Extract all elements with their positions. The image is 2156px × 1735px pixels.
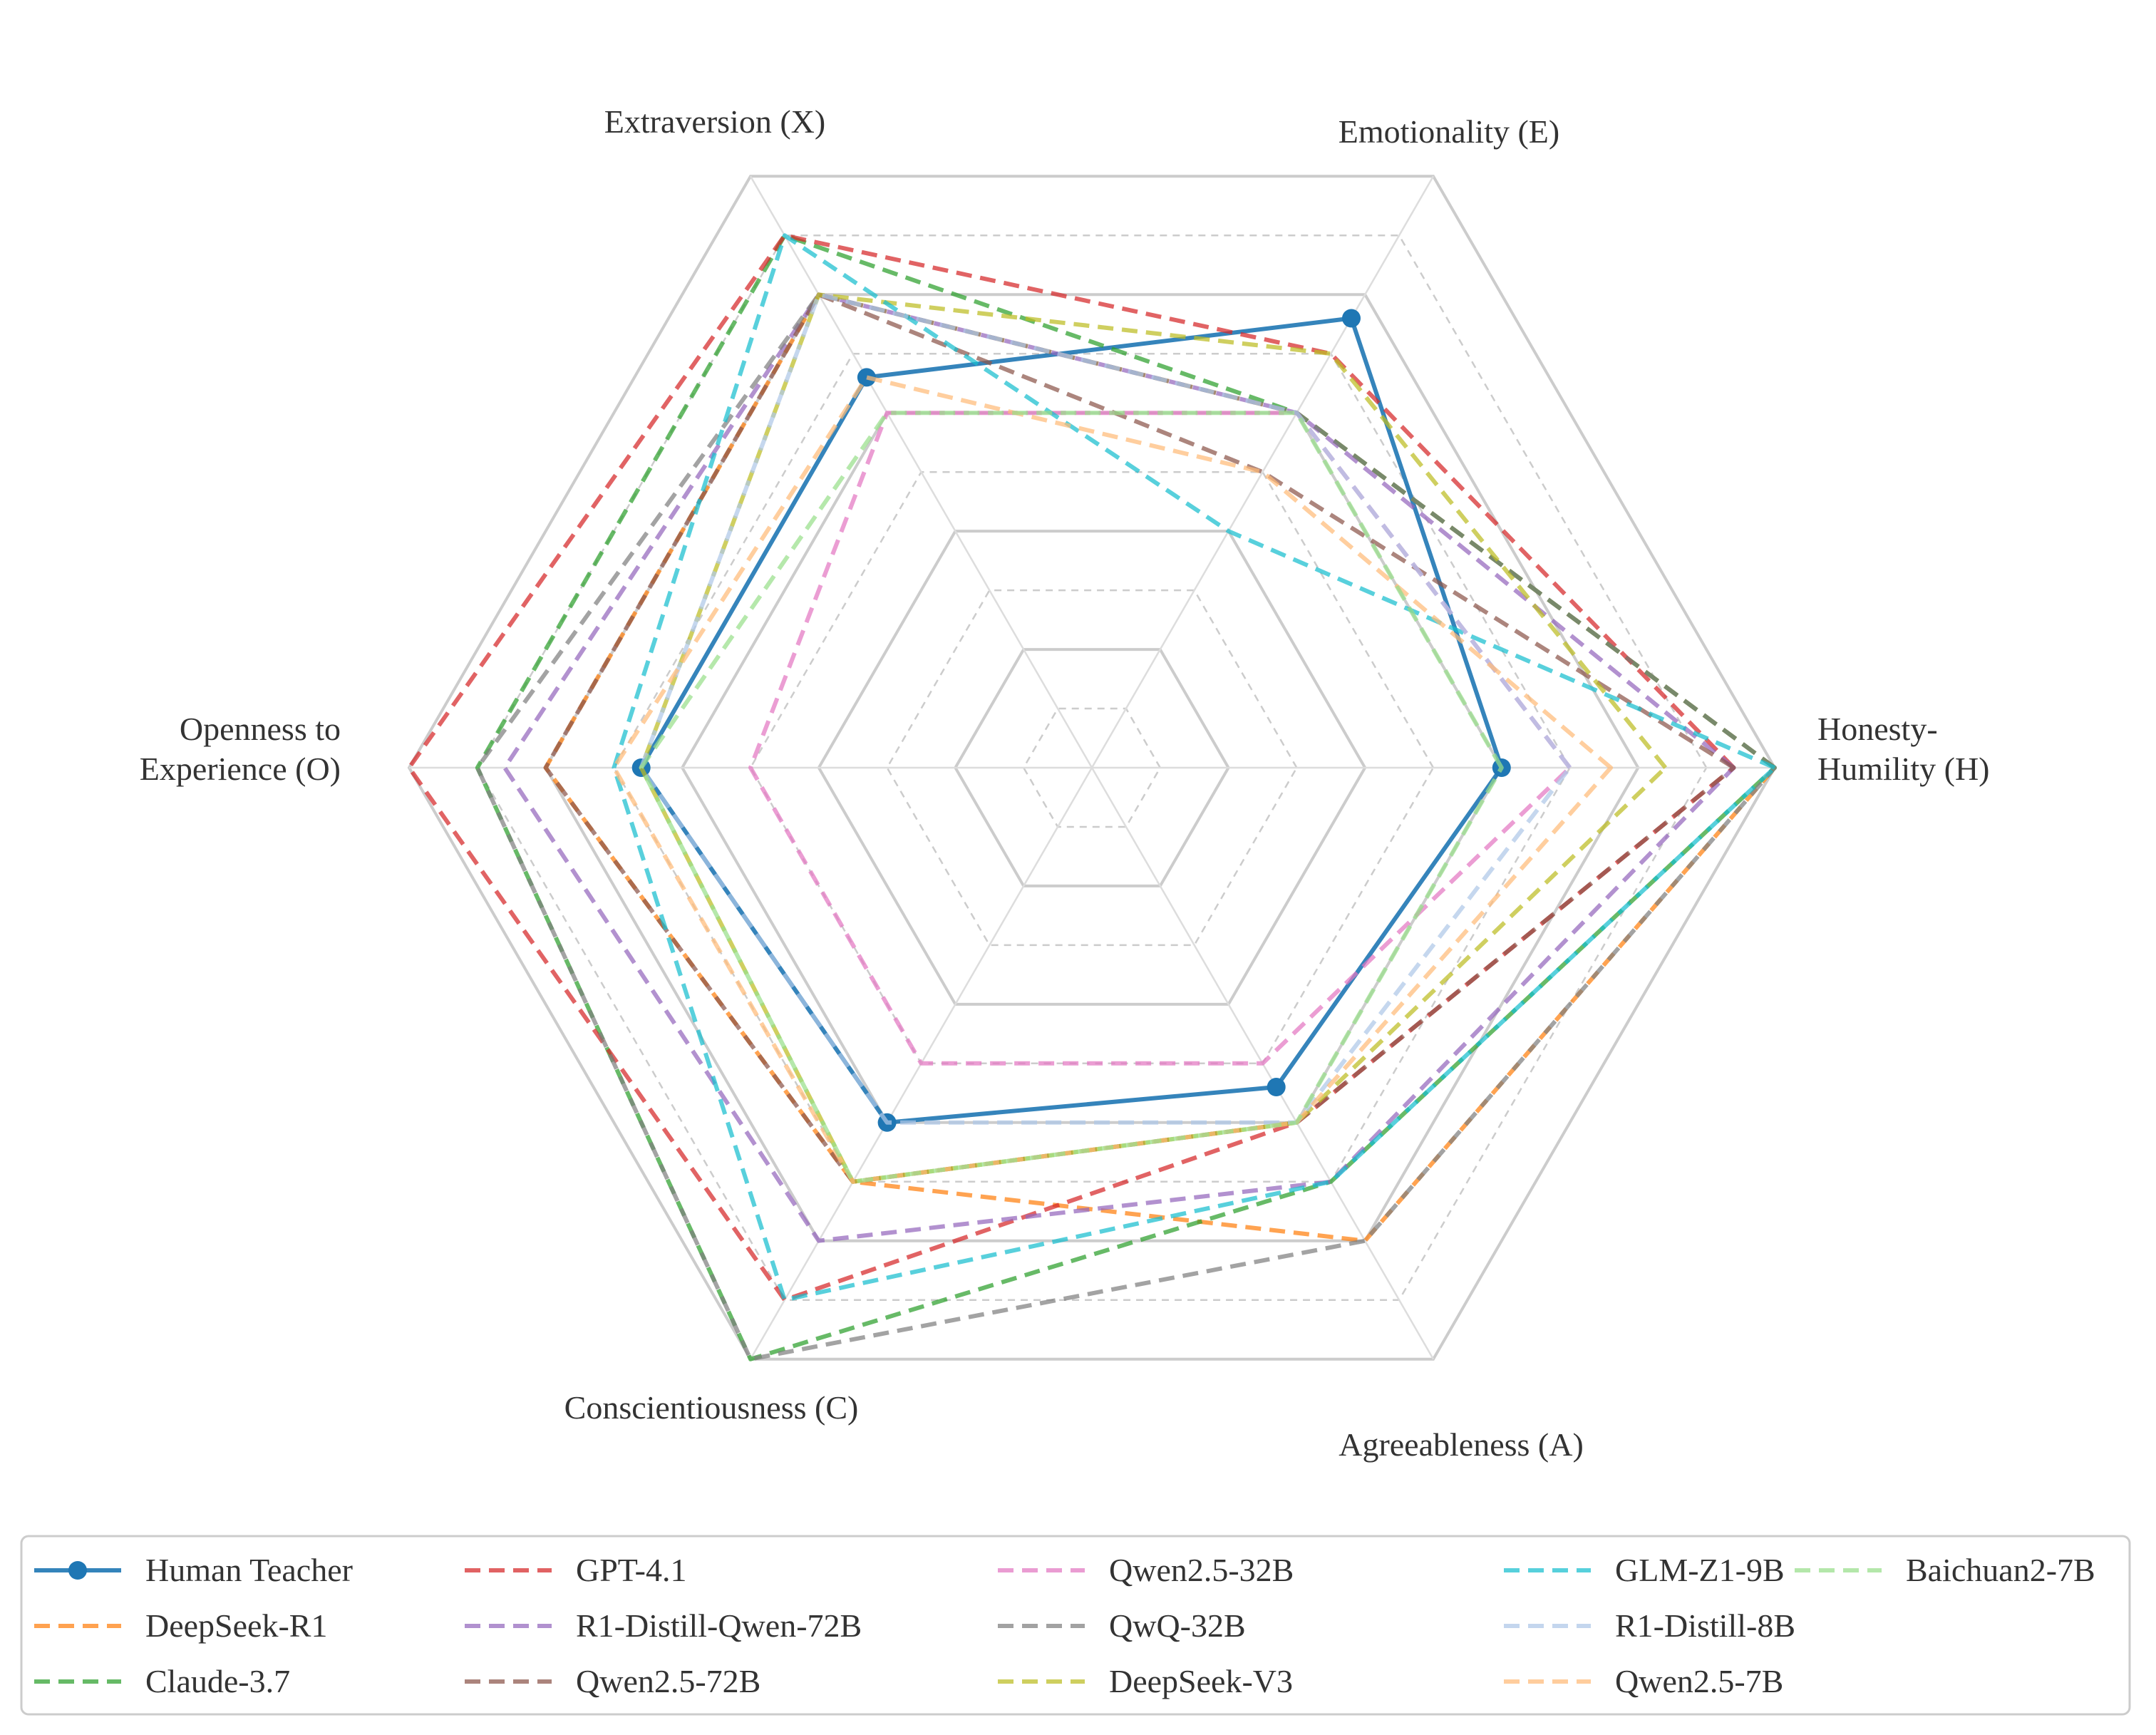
legend-marker — [68, 1561, 87, 1580]
axis-label-line: Agreeableness (A) — [1339, 1426, 1584, 1463]
legend-label: Claude-3.7 — [145, 1663, 290, 1699]
axis-spoke-3 — [749, 175, 1093, 768]
series-line-11 — [639, 292, 1572, 1125]
axis-label-4: Openness to Experience (O) — [140, 711, 341, 787]
legend-label: Baichuan2-7B — [1906, 1552, 2095, 1588]
series-line-13 — [639, 411, 1504, 1184]
axis-label-line: Emotionality (E) — [1339, 113, 1559, 150]
legend-entry-3: Claude-3.7 — [34, 1663, 290, 1699]
legend-entry-2: DeepSeek-R1 — [34, 1607, 327, 1644]
axis-label-line: Extraversion (X) — [604, 103, 825, 140]
legend-entry-8: QwQ-32B — [998, 1607, 1246, 1644]
legend-entry-11: R1-Distill-8B — [1504, 1607, 1795, 1644]
legend-label: Human Teacher — [145, 1552, 353, 1588]
series-point-1-2 — [1342, 309, 1361, 328]
legend-entry-10: GLM-Z1-9B — [1504, 1552, 1785, 1588]
legend: Human Teacher DeepSeek-R1 Claude-3.7 GPT-4.… — [20, 1535, 2131, 1716]
axis-label-line: Honesty- — [1817, 711, 1938, 747]
series-13 — [639, 411, 1504, 1184]
axis-label-3: Extraversion (X) — [604, 103, 825, 140]
legend-entry-13: Baichuan2-7B — [1795, 1552, 2095, 1588]
series-line-7 — [748, 411, 1572, 1066]
axis-label-1: Honesty- Humility (H) — [1817, 711, 1989, 787]
legend-entry-9: DeepSeek-V3 — [998, 1663, 1293, 1699]
series-9 — [639, 292, 1668, 1184]
legend-label: Qwen2.5-72B — [576, 1663, 760, 1699]
legend-label: GPT-4.1 — [576, 1552, 687, 1588]
legend-entry-12: Qwen2.5-7B — [1504, 1663, 1783, 1699]
series-11 — [639, 292, 1572, 1125]
legend-entry-5: R1-Distill-Qwen-72B — [465, 1607, 862, 1644]
legend-label: Qwen2.5-7B — [1615, 1663, 1783, 1699]
series-line-9 — [639, 292, 1668, 1184]
axis-label-line: Humility (H) — [1817, 751, 1989, 787]
legend-entry-7: Qwen2.5-32B — [998, 1552, 1294, 1588]
radar-series — [407, 233, 1777, 1361]
series-point-1-6 — [1267, 1078, 1286, 1096]
legend-label: GLM-Z1-9B — [1615, 1552, 1785, 1588]
legend-label: Qwen2.5-32B — [1109, 1552, 1294, 1588]
axis-label-line: Experience (O) — [140, 751, 341, 787]
series-line-6 — [543, 292, 1736, 1184]
axis-label-5: Conscientiousness (C) — [564, 1389, 859, 1426]
series-7 — [748, 411, 1572, 1066]
series-line-10 — [612, 233, 1777, 1302]
series-10 — [612, 233, 1777, 1302]
legend-label: DeepSeek-V3 — [1109, 1663, 1293, 1699]
legend-entry-4: GPT-4.1 — [465, 1552, 687, 1588]
axis-labels: Honesty- Humility (H) Emotionality (E) Extr… — [140, 103, 1990, 1463]
axis-label-line: Conscientiousness (C) — [564, 1389, 859, 1426]
axis-spoke-2 — [1090, 175, 1435, 768]
series-6 — [543, 292, 1736, 1184]
legend-label: R1-Distill-8B — [1615, 1607, 1795, 1644]
series-point-1-3 — [857, 368, 876, 387]
legend-label: QwQ-32B — [1109, 1607, 1246, 1644]
axis-label-2: Emotionality (E) — [1339, 113, 1559, 150]
legend-entry-6: Qwen2.5-72B — [465, 1663, 760, 1699]
legend-label: DeepSeek-R1 — [145, 1607, 327, 1644]
legend-label: R1-Distill-Qwen-72B — [576, 1607, 862, 1644]
series-line-1 — [639, 316, 1504, 1125]
axis-label-6: Agreeableness (A) — [1339, 1426, 1584, 1463]
axis-label-line: Openness to — [180, 711, 341, 747]
legend-entry-1: Human Teacher — [34, 1552, 353, 1588]
